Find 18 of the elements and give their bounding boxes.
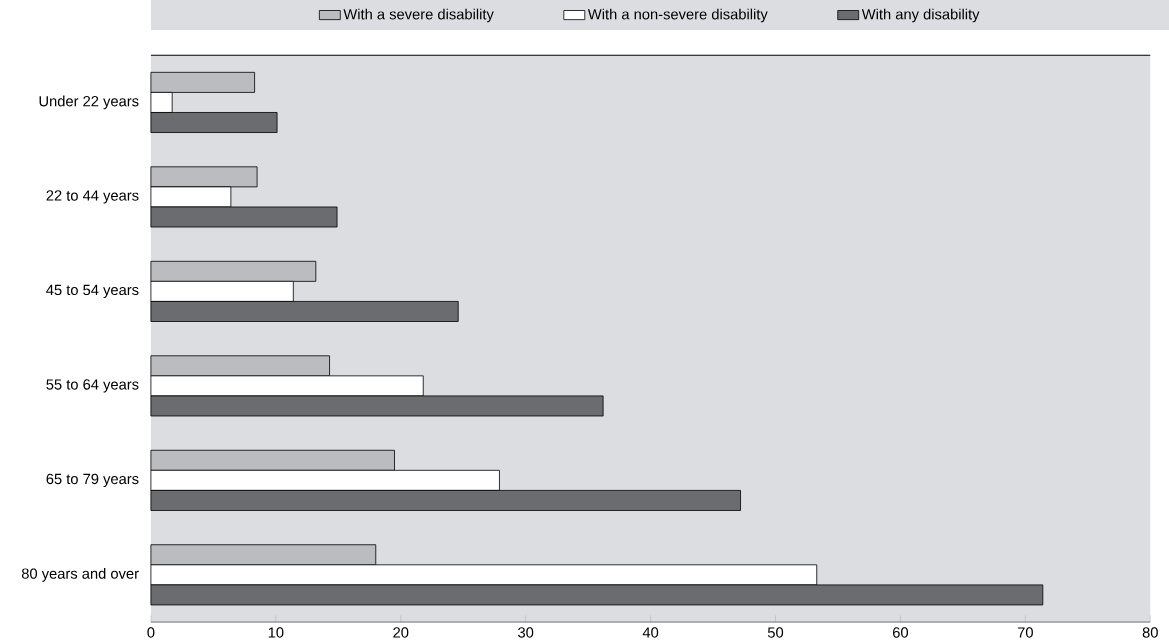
legend-label: With a severe disability: [343, 8, 494, 23]
y-tick-label: Under 22 years: [39, 95, 139, 110]
x-tick-label: 40: [642, 627, 659, 638]
y-tick-label: 80 years and over: [21, 568, 139, 582]
x-tick-label: 80: [1142, 627, 1158, 638]
x-tick-label: 70: [1017, 627, 1033, 638]
y-tick-label: 22 to 44 years: [46, 190, 139, 204]
x-tick-label: 60: [893, 627, 909, 638]
x-tick-label: 20: [393, 627, 409, 638]
y-tick-label: 65 to 79 years: [46, 473, 139, 488]
x-tick-label: 50: [767, 627, 784, 638]
x-tick-label: 10: [268, 627, 284, 638]
legend-label: With a non-severe disability: [587, 8, 768, 23]
x-tick-label: 0: [147, 627, 155, 638]
y-tick-label: 45 to 54 years: [46, 285, 139, 299]
x-tick-label: 30: [518, 627, 534, 638]
legend-label: With any disability: [861, 8, 980, 23]
y-tick-label: 55 to 64 years: [46, 379, 139, 393]
